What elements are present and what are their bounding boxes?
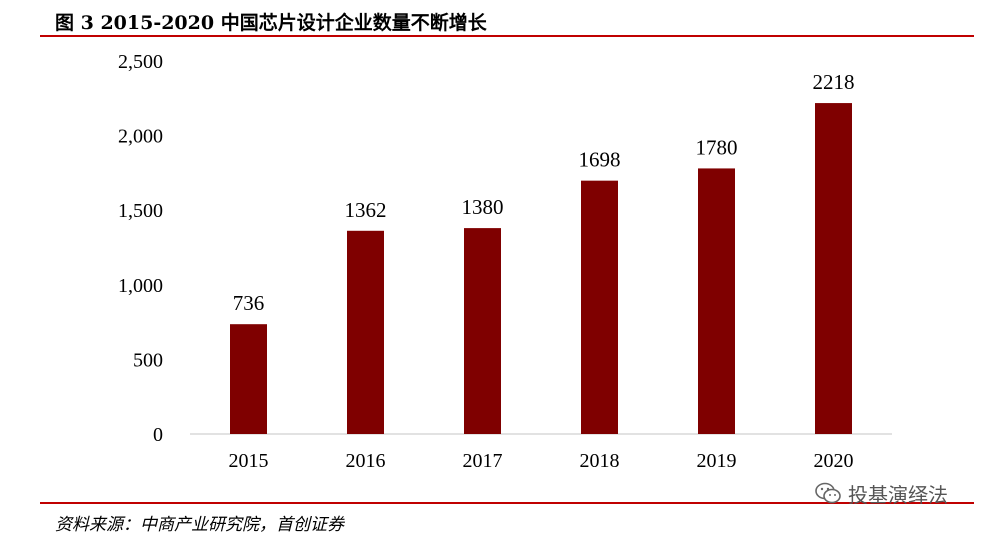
x-tick-label: 2017	[463, 450, 503, 472]
y-tick-label: 1,500	[118, 200, 163, 222]
x-tick-label: 2015	[229, 450, 269, 472]
data-label: 1780	[696, 135, 738, 159]
bar-chart: 0 500 1,000 1,500 2,000 2,500 736 2015 1362 2016 1…	[118, 51, 892, 472]
y-tick-label: 0	[153, 424, 163, 446]
bar	[815, 103, 852, 434]
y-tick-label: 2,000	[118, 126, 163, 148]
watermark: 投基演绎法	[814, 478, 948, 508]
data-label: 1362	[345, 198, 387, 222]
bar	[581, 180, 618, 434]
x-tick-label: 2016	[346, 450, 386, 472]
data-label: 1380	[462, 195, 504, 219]
bar	[464, 228, 501, 434]
watermark-text: 投基演绎法	[848, 482, 948, 507]
bar	[230, 324, 267, 434]
y-tick-label: 2,500	[118, 51, 163, 73]
footer-rule	[40, 502, 974, 504]
figure-title: 图 3 2015-2020 中国芯片设计企业数量不断增长	[55, 12, 487, 34]
y-tick-label: 1,000	[118, 275, 163, 297]
x-tick-label: 2020	[814, 450, 854, 472]
data-label: 736	[233, 291, 265, 315]
bar	[347, 230, 384, 434]
x-tick-label: 2019	[697, 450, 737, 472]
wechat-icon	[815, 482, 841, 504]
data-label: 1698	[579, 148, 621, 172]
y-tick-label: 500	[133, 349, 163, 371]
x-tick-label: 2018	[580, 450, 620, 472]
bar	[698, 168, 735, 434]
data-label: 2218	[813, 70, 855, 94]
source-note: 资料来源：中商产业研究院，首创证券	[55, 515, 344, 535]
title-rule	[40, 35, 974, 37]
